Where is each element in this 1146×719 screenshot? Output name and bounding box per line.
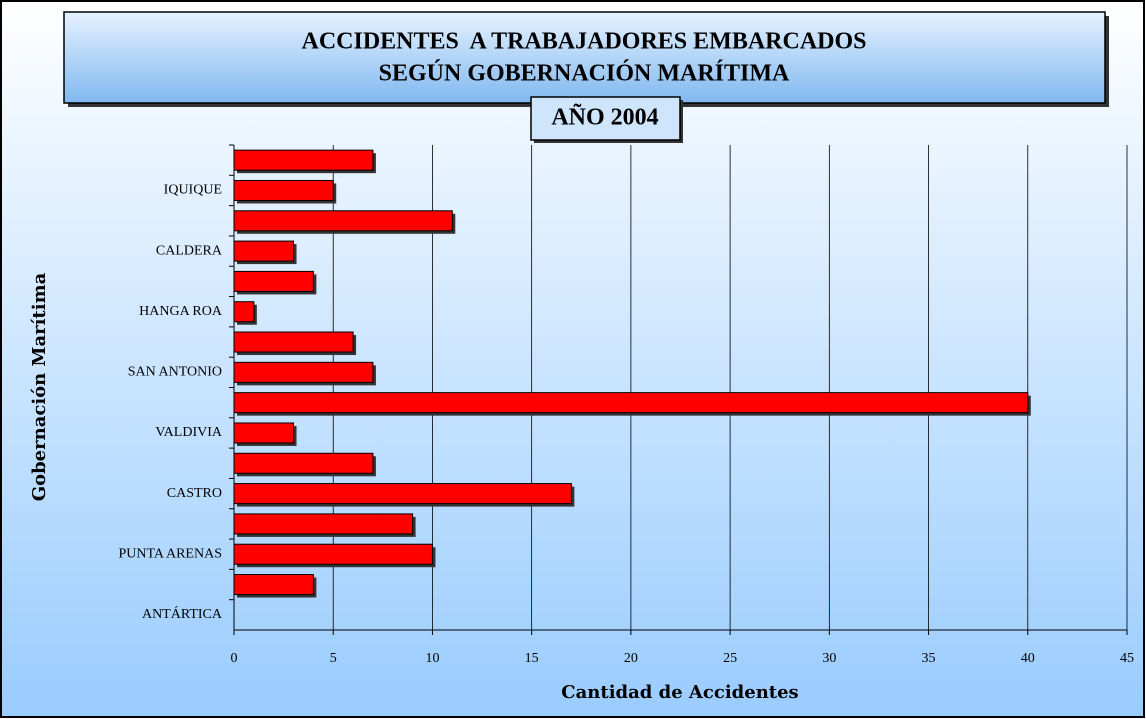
chart-title: SEGÚN GOBERNACIÓN MARÍTIMA — [379, 60, 790, 87]
bar — [233, 270, 314, 292]
x-tick-label: 20 — [624, 651, 638, 666]
bar — [233, 513, 414, 535]
y-tick-label: CALDERA — [156, 243, 223, 258]
subtitle-box — [530, 96, 681, 141]
bar — [233, 392, 1029, 414]
x-tick-label: 15 — [525, 651, 539, 666]
y-tick-label: VALDIVIA — [155, 425, 223, 440]
x-tick-label: 25 — [723, 651, 737, 666]
bar — [233, 149, 374, 171]
bar — [233, 452, 374, 474]
y-tick-label: CASTRO — [167, 486, 222, 501]
bar — [233, 574, 314, 596]
bar — [233, 422, 295, 444]
bar — [233, 331, 354, 353]
chart-title: ACCIDENTES A TRABAJADORES EMBARCADOS — [302, 29, 867, 55]
chart-subtitle: AÑO 2004 — [551, 105, 658, 131]
x-tick-label: 0 — [231, 651, 238, 666]
x-tick-label: 40 — [1021, 651, 1035, 666]
x-tick-label: 5 — [330, 651, 337, 666]
y-tick-label: SAN ANTONIO — [128, 365, 222, 380]
bar — [233, 301, 255, 323]
y-tick-label: ANTÁRTICA — [142, 605, 223, 622]
x-tick-label: 30 — [822, 651, 836, 666]
bar — [233, 361, 374, 383]
y-tick-label: PUNTA ARENAS — [118, 546, 222, 561]
bar — [233, 483, 572, 505]
bar — [233, 240, 295, 262]
y-tick-label: HANGA ROA — [139, 304, 223, 319]
x-tick-label: 35 — [922, 651, 936, 666]
x-tick-label: 45 — [1120, 651, 1134, 666]
x-tick-label: 10 — [425, 651, 439, 666]
title-box — [63, 11, 1106, 104]
bar — [233, 179, 334, 201]
y-tick-label: IQUIQUE — [164, 183, 222, 198]
y-axis-title: Gobernación Marítima — [29, 272, 50, 501]
bar — [233, 543, 433, 565]
x-axis-title: Cantidad de Accidentes — [561, 682, 798, 703]
bar — [233, 210, 453, 232]
